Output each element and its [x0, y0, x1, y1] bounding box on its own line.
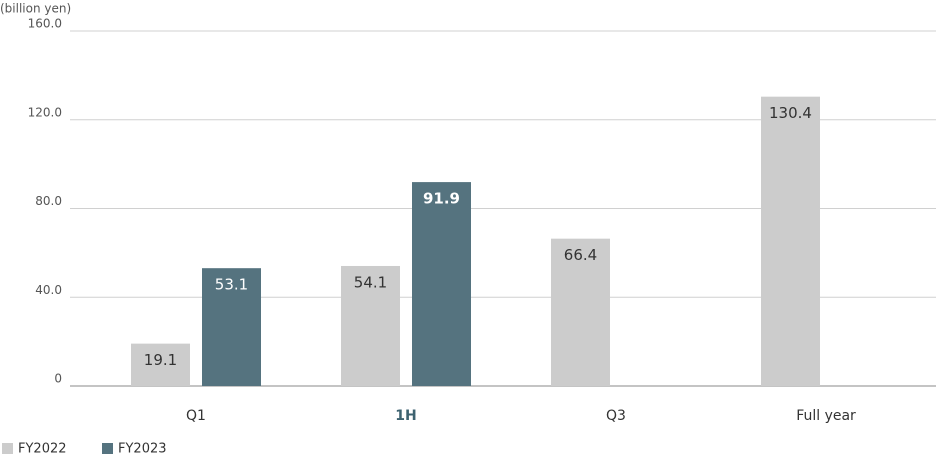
x-tick-label: Q1 — [186, 408, 206, 424]
legend-label: FY2022 — [18, 442, 67, 456]
bar — [341, 265, 400, 386]
y-tick-label: 40.0 — [35, 283, 62, 297]
bar — [131, 343, 190, 386]
y-tick-label: 160.0 — [28, 17, 62, 31]
value-label: 66.4 — [564, 246, 597, 264]
x-tick-label: Q3 — [606, 408, 626, 424]
value-label: 130.4 — [769, 104, 812, 122]
y-tick-label: 0 — [54, 372, 62, 386]
value-label: 53.1 — [215, 276, 248, 294]
y-tick-label: 80.0 — [35, 194, 62, 208]
x-tick-label: Full year — [796, 408, 856, 424]
x-tick-label: 1H — [395, 408, 416, 424]
legend-label: FY2023 — [118, 442, 167, 456]
y-tick-label: 120.0 — [28, 105, 62, 119]
value-label: 54.1 — [354, 273, 387, 291]
bar — [551, 238, 610, 386]
value-label: 19.1 — [144, 351, 177, 369]
bar — [202, 268, 261, 386]
legend-swatch — [2, 443, 13, 454]
bar — [761, 96, 820, 387]
legend-swatch — [102, 443, 113, 454]
bar — [412, 182, 471, 386]
y-axis-label: (billion yen) — [0, 2, 71, 16]
value-label: 91.9 — [423, 190, 460, 208]
